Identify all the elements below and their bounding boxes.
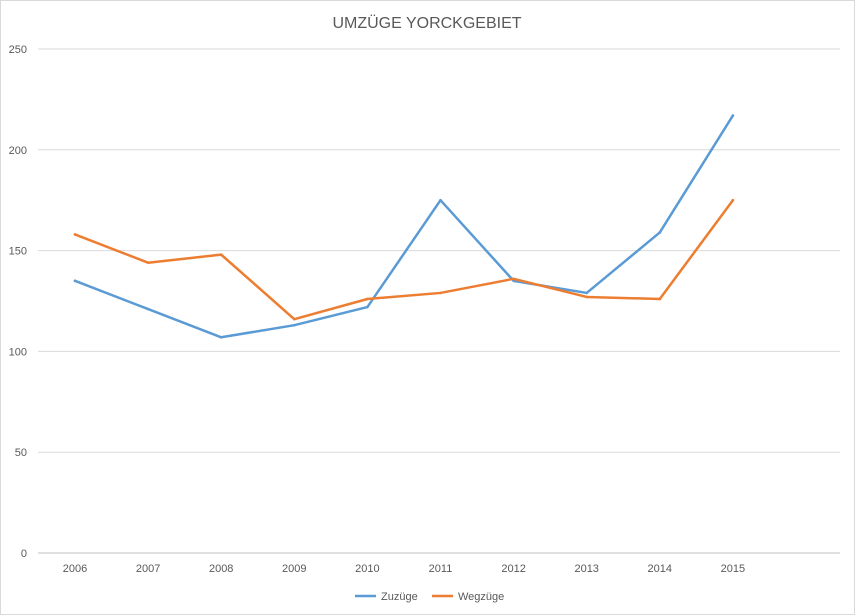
data-point xyxy=(366,297,369,301)
data-point xyxy=(658,231,662,234)
series-line-2 xyxy=(73,198,735,321)
legend-label: Wegzüge xyxy=(458,591,504,603)
y-axis: 0 50 100 150 200 250 xyxy=(9,44,27,560)
x-tick-label: 2009 xyxy=(282,563,306,575)
y-tick-label: 150 xyxy=(9,246,27,258)
x-tick-label: 2015 xyxy=(721,563,745,575)
data-point xyxy=(146,261,150,264)
x-tick-label: 2006 xyxy=(63,563,87,575)
gridlines xyxy=(38,48,840,554)
data-point xyxy=(585,291,588,295)
y-tick-label: 50 xyxy=(15,447,27,459)
legend-label: Zuzüge xyxy=(381,591,418,603)
data-point xyxy=(219,335,223,339)
x-tick-label: 2013 xyxy=(574,563,598,575)
y-tick-label: 100 xyxy=(9,346,27,358)
y-tick-label: 200 xyxy=(9,145,27,157)
data-point xyxy=(219,253,223,256)
x-tick-label: 2010 xyxy=(355,563,379,575)
data-point xyxy=(439,198,442,202)
data-point xyxy=(293,317,296,321)
data-point xyxy=(146,307,150,311)
x-tick-label: 2012 xyxy=(501,563,525,575)
chart-title: UMZÜGE YORCKGEBIET xyxy=(332,14,521,32)
series-lines xyxy=(73,114,735,339)
series-line-1 xyxy=(73,114,735,339)
data-point xyxy=(658,297,662,301)
legend: Zuzüge Wegzüge xyxy=(355,591,504,603)
data-point xyxy=(366,305,369,309)
x-axis: 2006 2007 2008 2009 2010 2011 2012 2013 2014 2015 xyxy=(63,563,745,575)
data-point xyxy=(293,323,296,327)
x-tick-label: 2008 xyxy=(209,563,233,575)
x-tick-label: 2014 xyxy=(648,563,672,575)
data-point xyxy=(731,114,735,117)
y-tick-label: 0 xyxy=(21,548,27,560)
data-point xyxy=(439,291,442,295)
data-point xyxy=(585,295,588,299)
data-point xyxy=(512,277,515,281)
data-point xyxy=(731,198,735,202)
y-tick-label: 250 xyxy=(9,44,27,56)
data-point xyxy=(73,233,77,236)
data-point xyxy=(73,279,77,283)
x-tick-label: 2007 xyxy=(136,563,160,575)
x-tick-label: 2011 xyxy=(429,563,453,575)
